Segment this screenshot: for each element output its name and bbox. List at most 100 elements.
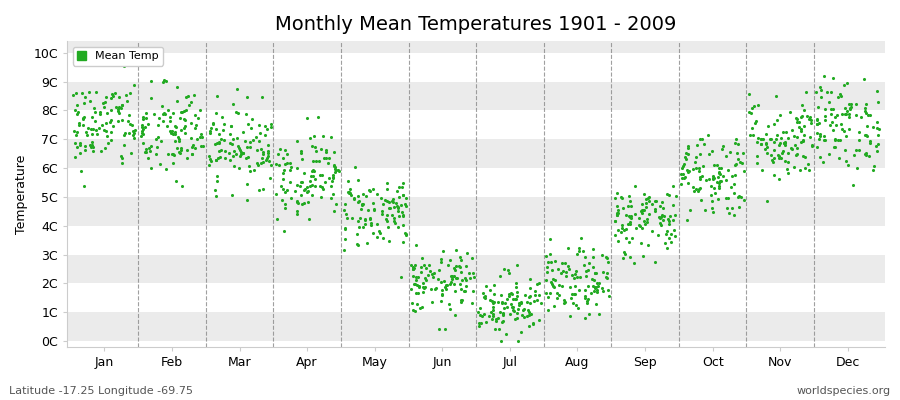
Point — [392, 212, 407, 219]
Point — [842, 106, 857, 113]
Point — [663, 231, 678, 237]
Point — [187, 125, 202, 131]
Bar — [68, 110, 885, 139]
Point — [687, 188, 701, 194]
Point — [283, 166, 297, 173]
Point — [590, 280, 604, 286]
Point — [760, 144, 774, 150]
Point — [809, 89, 824, 95]
Point — [98, 120, 112, 126]
Point — [609, 212, 624, 218]
Point — [185, 150, 200, 157]
Point — [298, 186, 312, 192]
Point — [337, 246, 351, 253]
Point — [833, 93, 848, 100]
Point — [263, 174, 277, 181]
Point — [693, 174, 707, 180]
Point — [328, 164, 342, 170]
Point — [419, 277, 434, 284]
Point — [858, 104, 872, 111]
Point — [202, 152, 216, 159]
Point — [135, 124, 149, 131]
Point — [641, 194, 655, 201]
Point — [790, 150, 805, 157]
Point — [328, 168, 342, 175]
Point — [112, 104, 126, 110]
Point — [380, 180, 394, 186]
Point — [770, 132, 784, 138]
Point — [135, 122, 149, 128]
Point — [345, 215, 359, 222]
Point — [767, 146, 781, 153]
Point — [847, 152, 861, 158]
Point — [392, 184, 406, 190]
Point — [351, 193, 365, 199]
Point — [112, 110, 126, 116]
Point — [706, 185, 721, 191]
Point — [828, 136, 842, 142]
Point — [570, 251, 584, 257]
Point — [541, 259, 555, 266]
Point — [209, 126, 223, 133]
Point — [714, 177, 728, 184]
Point — [447, 288, 462, 294]
Point — [68, 154, 82, 160]
Point — [466, 274, 481, 280]
Point — [88, 118, 103, 124]
Point — [76, 116, 90, 122]
Point — [449, 275, 464, 282]
Point — [264, 120, 278, 127]
Point — [300, 184, 314, 190]
Point — [173, 115, 187, 121]
Point — [759, 140, 773, 146]
Point — [676, 170, 690, 177]
Point — [795, 113, 809, 119]
Point — [641, 242, 655, 248]
Point — [295, 201, 310, 208]
Point — [458, 275, 473, 281]
Point — [180, 155, 194, 161]
Point — [172, 137, 186, 144]
Point — [375, 235, 390, 242]
Point — [486, 300, 500, 306]
Point — [616, 204, 631, 211]
Point — [435, 291, 449, 297]
Text: worldspecies.org: worldspecies.org — [796, 386, 891, 396]
Point — [191, 115, 205, 122]
Point — [292, 183, 307, 190]
Point — [692, 136, 706, 142]
Point — [483, 309, 498, 315]
Point — [610, 203, 625, 210]
Point — [711, 170, 725, 177]
Point — [416, 289, 430, 296]
Point — [448, 312, 463, 318]
Point — [194, 143, 209, 149]
Point — [522, 312, 536, 318]
Point — [432, 266, 446, 273]
Point — [255, 94, 269, 100]
Point — [95, 100, 110, 106]
Point — [270, 150, 284, 157]
Point — [509, 261, 524, 268]
Point — [705, 205, 719, 211]
Point — [680, 167, 694, 174]
Point — [525, 311, 539, 317]
Point — [789, 134, 804, 140]
Point — [843, 104, 858, 110]
Point — [634, 240, 648, 246]
Point — [729, 161, 743, 167]
Point — [436, 278, 451, 284]
Point — [635, 206, 650, 213]
Point — [177, 108, 192, 114]
Point — [330, 167, 345, 173]
Point — [795, 102, 809, 108]
Point — [319, 155, 333, 162]
Point — [706, 173, 720, 179]
Bar — [68, 226, 885, 255]
Point — [297, 186, 311, 193]
Point — [824, 111, 839, 117]
Point — [408, 308, 422, 314]
Point — [495, 300, 509, 306]
Point — [395, 180, 410, 186]
Point — [479, 318, 493, 325]
